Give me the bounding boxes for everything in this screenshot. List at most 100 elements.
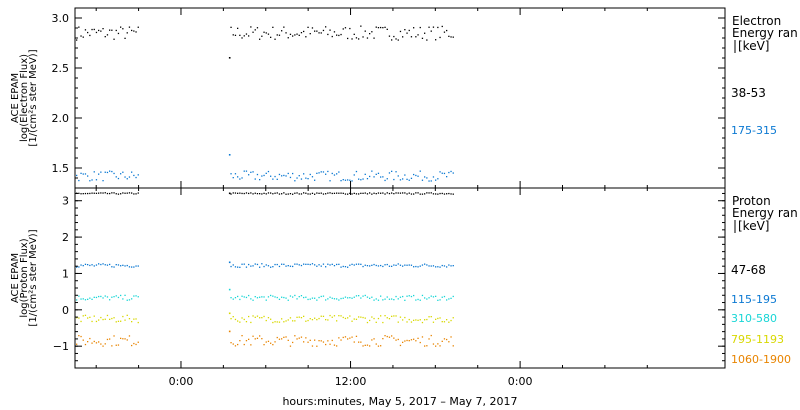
data-point	[424, 176, 426, 178]
data-point	[336, 34, 338, 36]
data-point	[252, 299, 254, 301]
data-point	[131, 192, 133, 194]
data-point	[340, 339, 342, 341]
data-point	[267, 192, 270, 194]
data-point	[137, 321, 139, 324]
data-point	[439, 299, 441, 301]
data-point	[228, 330, 231, 333]
data-point	[84, 299, 87, 301]
data-point	[377, 265, 380, 267]
y-tick-label: 3.0	[52, 12, 70, 25]
data-point	[259, 296, 261, 298]
data-point	[410, 321, 413, 323]
data-point	[109, 338, 111, 340]
data-point	[120, 193, 122, 195]
data-point	[95, 342, 98, 344]
data-point	[243, 296, 245, 298]
data-point	[347, 193, 349, 195]
data-point	[254, 178, 256, 180]
data-point	[133, 30, 135, 32]
data-point	[272, 344, 274, 346]
data-point	[285, 175, 287, 177]
data-point	[435, 345, 437, 347]
data-point	[421, 179, 424, 181]
data-point	[342, 336, 344, 339]
data-point	[124, 294, 126, 296]
data-point	[78, 295, 80, 297]
data-point	[95, 296, 98, 299]
data-point	[91, 192, 93, 194]
data-point	[270, 318, 272, 320]
data-point	[283, 296, 285, 299]
data-point	[384, 315, 386, 317]
data-point	[98, 295, 100, 298]
data-point	[95, 179, 98, 181]
data-point	[117, 320, 120, 322]
data-point	[439, 192, 441, 195]
data-point	[80, 35, 82, 37]
data-point	[113, 266, 115, 268]
data-point	[294, 180, 296, 182]
electron-plot-frame	[74, 7, 726, 189]
data-point	[311, 319, 314, 321]
data-point	[78, 317, 80, 319]
proton-legend-entry-1060-1900: 1060-1900	[731, 353, 791, 366]
data-point	[351, 297, 353, 299]
electron-ylabel-line-3: [1/(cm²s ster MeV)]	[28, 49, 39, 146]
data-point	[239, 178, 241, 180]
data-point	[106, 296, 109, 298]
data-point	[331, 35, 333, 38]
data-point	[285, 193, 287, 195]
data-point	[333, 315, 336, 317]
data-point	[446, 299, 448, 301]
data-point	[320, 192, 322, 194]
data-point	[388, 336, 391, 338]
data-point	[395, 264, 397, 266]
data-point	[428, 297, 430, 299]
data-point	[250, 171, 252, 173]
data-point	[254, 316, 256, 318]
data-point	[281, 193, 283, 195]
data-point	[259, 266, 261, 268]
data-point	[115, 295, 117, 297]
data-point	[316, 192, 318, 194]
data-point	[239, 298, 241, 301]
data-point	[327, 33, 329, 36]
data-point	[338, 337, 340, 339]
data-point	[382, 27, 384, 29]
data-point	[230, 342, 232, 344]
data-point	[300, 32, 303, 34]
data-point	[410, 264, 413, 266]
data-point	[267, 33, 270, 35]
data-point	[287, 37, 289, 39]
data-point	[237, 295, 239, 298]
data-point	[289, 193, 292, 195]
data-point	[131, 266, 133, 268]
data-point	[408, 192, 410, 194]
electron-legend-title: Electron	[732, 14, 781, 28]
data-point	[450, 336, 452, 338]
data-point	[80, 193, 82, 195]
data-point	[292, 265, 294, 268]
data-point	[320, 265, 322, 267]
data-point	[428, 338, 430, 340]
data-point	[349, 27, 351, 30]
data-point	[386, 317, 388, 319]
data-point	[281, 30, 283, 32]
data-point	[120, 173, 122, 175]
data-point	[450, 170, 452, 173]
data-point	[300, 295, 303, 297]
data-point	[371, 170, 373, 172]
data-point	[87, 175, 89, 177]
data-point	[395, 315, 397, 317]
data-point	[353, 318, 355, 320]
data-point	[446, 176, 448, 178]
data-point	[232, 264, 234, 266]
data-point	[252, 315, 254, 317]
data-point	[358, 263, 360, 265]
data-point	[402, 192, 404, 194]
data-point	[417, 298, 419, 301]
data-point	[248, 174, 250, 176]
data-point	[318, 32, 320, 34]
data-point	[272, 26, 274, 28]
